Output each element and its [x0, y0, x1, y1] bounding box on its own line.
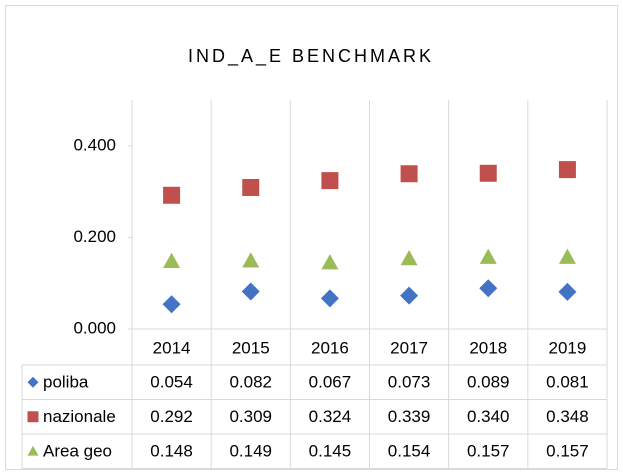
legend-marker — [27, 445, 39, 456]
data-point — [320, 289, 339, 308]
table-value: 0.339 — [388, 407, 431, 426]
data-point — [479, 164, 497, 182]
data-point — [321, 172, 339, 190]
table-value: 0.054 — [150, 373, 193, 392]
table-value: 0.340 — [467, 407, 510, 426]
table-value: 0.067 — [309, 373, 352, 392]
table-value: 0.292 — [150, 407, 193, 426]
table-value: 0.081 — [546, 373, 589, 392]
x-tick-label: 2016 — [311, 338, 349, 357]
table-value: 0.082 — [229, 373, 272, 392]
table-value: 0.149 — [229, 442, 272, 461]
data-point — [242, 178, 260, 196]
data-point — [479, 279, 498, 298]
table-value: 0.157 — [546, 442, 589, 461]
data-point — [163, 186, 181, 204]
data-point — [321, 254, 339, 270]
data-point — [479, 248, 497, 264]
data-point — [163, 252, 181, 269]
x-tick-label: 2017 — [390, 338, 428, 357]
table-value: 0.157 — [467, 442, 510, 461]
table-value: 0.073 — [388, 373, 431, 392]
table-value: 0.324 — [309, 407, 352, 426]
table-value: 0.145 — [309, 442, 352, 461]
legend-marker — [27, 376, 39, 388]
data-point — [558, 282, 577, 301]
table-value: 0.154 — [388, 442, 431, 461]
x-tick-label: 2015 — [232, 338, 270, 357]
legend-marker — [27, 411, 39, 423]
y-tick-label: 0.000 — [73, 318, 116, 337]
x-tick-label: 2014 — [153, 338, 191, 357]
y-tick-label: 0.400 — [73, 135, 116, 154]
data-point — [242, 252, 260, 268]
legend-label: Area geo — [43, 442, 112, 461]
legend-label: nazionale — [43, 407, 116, 426]
x-tick-label: 2019 — [549, 338, 587, 357]
data-point — [162, 295, 181, 314]
table-value: 0.309 — [229, 407, 272, 426]
chart-title: IND_A_E BENCHMARK — [188, 46, 434, 67]
data-point — [558, 161, 576, 179]
data-point — [558, 248, 576, 264]
table-value: 0.089 — [467, 373, 510, 392]
table-value: 0.148 — [150, 442, 193, 461]
y-tick-label: 0.200 — [73, 227, 116, 246]
data-point — [400, 286, 419, 305]
legend-label: poliba — [43, 373, 89, 392]
chart-border — [5, 5, 618, 470]
data-point — [241, 282, 260, 301]
table-value: 0.348 — [546, 407, 589, 426]
data-point — [400, 165, 418, 183]
x-tick-label: 2018 — [469, 338, 507, 357]
data-point — [400, 249, 418, 266]
